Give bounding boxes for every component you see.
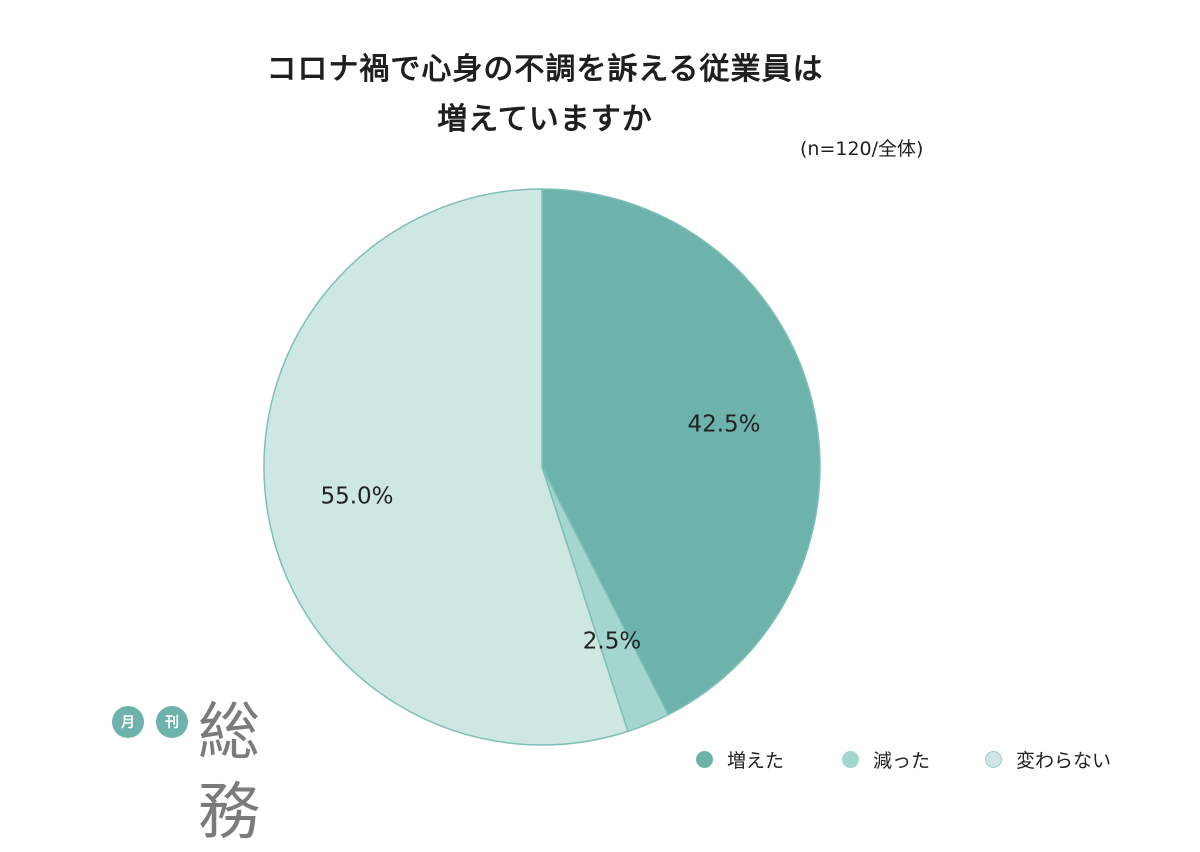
legend-swatch-decreased — [842, 750, 859, 768]
chart-title-line-1: コロナ禍で心身の不調を訴える従業員は — [266, 52, 824, 87]
legend-item-increased: 増えた — [696, 744, 784, 774]
legend-item-decreased: 減った — [842, 744, 930, 774]
logo-badge-month: 月 — [112, 706, 144, 738]
chart-title-line-2: 増えていますか — [437, 102, 653, 137]
legend-swatch-increased — [696, 750, 713, 768]
legend-label-unchanged: 変わらない — [1016, 749, 1112, 772]
chart: コロナ禍で心身の不調を訴える従業員は 増えていますか (n=120/全体) 42… — [112, 52, 1111, 848]
data-label-decreased: 2.5% — [583, 629, 641, 655]
data-label-unchanged: 55.0% — [320, 484, 393, 510]
pie-chart: 42.5% 2.5% 55.0% — [263, 188, 821, 746]
logo-wordmark: 総務 — [198, 695, 260, 848]
sample-size-note: (n=120/全体) — [800, 138, 924, 160]
data-label-increased: 42.5% — [687, 412, 760, 438]
legend-swatch-unchanged — [985, 750, 1002, 768]
pie-slice-unchanged — [263, 188, 629, 746]
pie-slice-increased — [541, 188, 821, 716]
legend-item-unchanged: 変わらない — [985, 744, 1111, 774]
legend-label-increased: 増えた — [727, 749, 785, 772]
logo-badge-publication: 刊 — [156, 706, 188, 738]
legend-label-decreased: 減った — [873, 749, 931, 772]
